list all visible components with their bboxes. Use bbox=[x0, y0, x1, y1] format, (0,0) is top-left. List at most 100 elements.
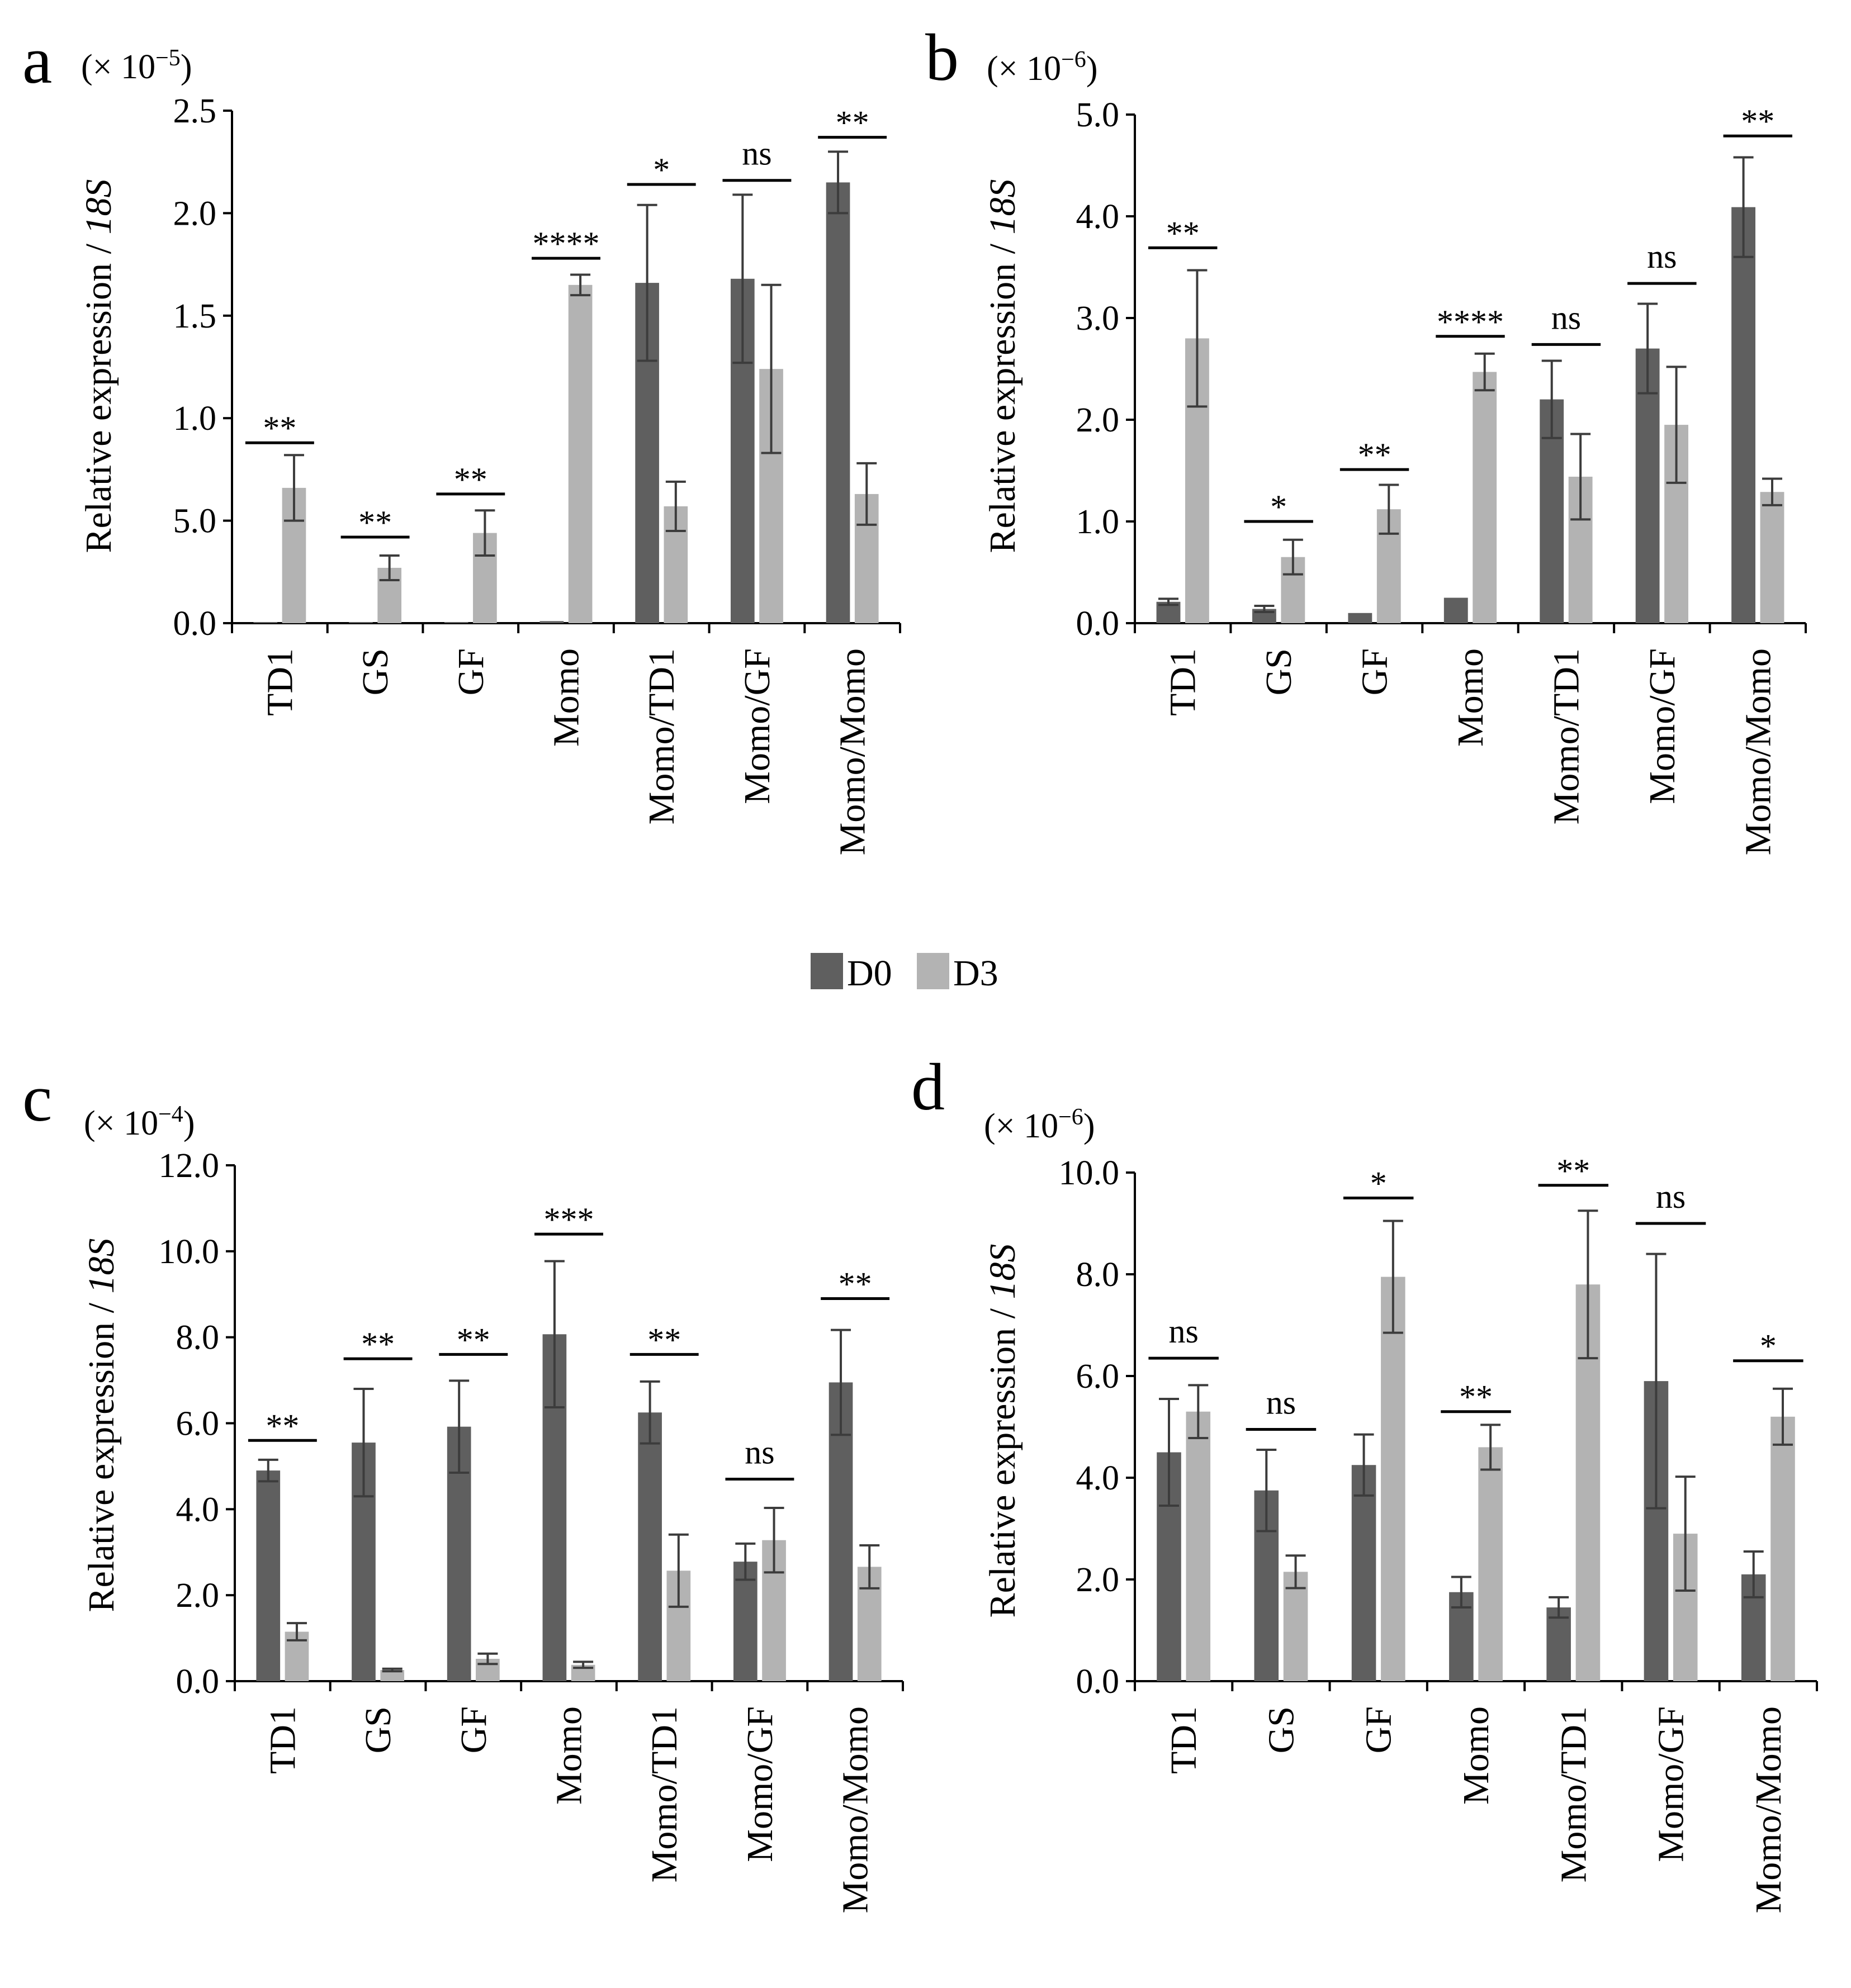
panel-b-significance-label: ** bbox=[1166, 215, 1200, 252]
panel-c-category-label: Momo/GF bbox=[740, 1706, 780, 1862]
panel-c-category-label: GF bbox=[453, 1706, 494, 1753]
panel-d-bar-d3 bbox=[1381, 1277, 1405, 1681]
panel-d-ylabel: Relative expression / 18S bbox=[982, 1244, 1023, 1617]
panel-c-y-tick-label: 12.0 bbox=[159, 1147, 220, 1185]
panel-b-bar-d3 bbox=[1473, 372, 1497, 623]
panel-c-significance-label: ** bbox=[266, 1407, 299, 1444]
panel-d-y-tick-label: 0.0 bbox=[1076, 1663, 1120, 1701]
panel-c-significance-label: ** bbox=[457, 1321, 490, 1358]
panel-d-plot: 0.0 2.0 4.0 6.0 8.0 10.0 TD1 ns GS ns GF * Momo ** Mom… bbox=[1059, 1152, 1818, 1913]
panel-c: c (× 10−4) Relative expression / 18S 0.0… bbox=[22, 1061, 904, 1913]
panel-d-scale-note: (× 10−6) bbox=[984, 1104, 1095, 1145]
panel-a-significance-label: * bbox=[653, 151, 670, 188]
panel-b-category-label: Momo/TD1 bbox=[1546, 648, 1587, 824]
panel-a-category-label: Momo/Momo bbox=[832, 648, 873, 855]
panel-b-bar-d0 bbox=[1731, 207, 1755, 623]
panel-c-category-label: Momo/Momo bbox=[835, 1706, 876, 1913]
panel-a-y-tick-label: 0.0 bbox=[173, 605, 217, 643]
panel-c-significance-label: ** bbox=[839, 1265, 872, 1302]
panel-b-y-tick-label: 1.0 bbox=[1076, 503, 1120, 541]
panel-b-significance-label: **** bbox=[1437, 303, 1504, 340]
panel-a-ylabel: Relative expression / 18S bbox=[78, 179, 119, 553]
panel-c-bar-d0 bbox=[256, 1470, 281, 1681]
legend-label-d0: D0 bbox=[847, 953, 892, 994]
panel-d-category-label: TD1 bbox=[1163, 1706, 1204, 1774]
panel-d-category-label: Momo/TD1 bbox=[1553, 1706, 1594, 1882]
panel-c-bar-d3 bbox=[380, 1670, 405, 1681]
panel-d-y-tick-label: 10.0 bbox=[1059, 1154, 1120, 1192]
panel-b-category-label: GS bbox=[1258, 648, 1299, 695]
panel-c-y-tick-label: 6.0 bbox=[176, 1405, 220, 1443]
panel-b-scale-note: (× 10−6) bbox=[987, 47, 1097, 88]
panel-c-significance-label: ** bbox=[647, 1321, 681, 1358]
panel-d-bar-d3 bbox=[1186, 1411, 1211, 1681]
panel-a-bar-d0 bbox=[826, 182, 850, 623]
panel-a-category-label: Momo bbox=[546, 648, 587, 747]
panel-d-significance-label: ** bbox=[1556, 1152, 1590, 1189]
panel-d-y-tick-label: 4.0 bbox=[1076, 1459, 1120, 1497]
panel-b-plot: 0.0 1.0 2.0 3.0 4.0 5.0 TD1 ** GS * GF ** Momo **** Mo… bbox=[1076, 96, 1807, 855]
panel-d-y-tick-label: 2.0 bbox=[1076, 1561, 1120, 1599]
panel-a-bar-d0 bbox=[349, 622, 373, 623]
panel-d-bar-d3 bbox=[1770, 1416, 1795, 1681]
panel-b-y-tick-label: 3.0 bbox=[1076, 300, 1120, 338]
panel-b-category-label: TD1 bbox=[1163, 648, 1204, 716]
panel-a-plot: 0.0 5.0 1.0 1.5 2.0 2.5 TD1 ** GS ** GF ** Momo **** M… bbox=[173, 92, 901, 855]
legend-swatch-d0 bbox=[811, 953, 843, 989]
panel-d: d (× 10−6) Relative expression / 18S 0.0… bbox=[911, 1050, 1818, 1913]
panel-a-category-label: GS bbox=[355, 648, 396, 695]
panel-a-significance-label: ** bbox=[263, 410, 296, 447]
panel-a-significance-label: ** bbox=[358, 504, 392, 541]
panel-b: b (× 10−6) Relative expression / 18S 0.0… bbox=[925, 20, 1807, 855]
panel-a-significance-label: ns bbox=[742, 135, 771, 172]
panel-b-significance-label: ns bbox=[1551, 299, 1581, 336]
panel-c-category-label: TD1 bbox=[262, 1706, 303, 1774]
panel-d-category-label: GF bbox=[1358, 1706, 1399, 1753]
panel-c-category-label: Momo/TD1 bbox=[644, 1706, 685, 1882]
panel-a-bar-d0 bbox=[444, 622, 468, 623]
panel-a-significance-label: ** bbox=[836, 105, 869, 141]
panel-a-category-label: TD1 bbox=[259, 648, 300, 716]
panel-c-significance-label: ** bbox=[361, 1326, 395, 1363]
panel-b-bar-d0 bbox=[1348, 613, 1372, 623]
panel-a-category-label: GF bbox=[451, 648, 491, 695]
panel-d-bar-d0 bbox=[1351, 1465, 1376, 1681]
panel-a-category-label: Momo/GF bbox=[737, 648, 778, 804]
panel-c-scale-note: (× 10−4) bbox=[84, 1102, 195, 1142]
panel-c-bar-d0 bbox=[638, 1412, 662, 1681]
legend-swatch-d3 bbox=[917, 953, 949, 989]
legend: D0 D3 bbox=[811, 953, 998, 994]
panel-b-y-tick-label: 4.0 bbox=[1076, 198, 1120, 236]
panel-a-y-tick-label: 1.0 bbox=[173, 400, 217, 438]
panel-c-significance-label: *** bbox=[544, 1201, 594, 1238]
panel-c-letter: c bbox=[22, 1061, 52, 1135]
panel-d-significance-label: * bbox=[1760, 1328, 1777, 1365]
panel-a-bar-d0 bbox=[253, 622, 278, 623]
panel-a-significance-label: ** bbox=[454, 461, 487, 498]
panel-d-significance-label: ns bbox=[1266, 1384, 1296, 1421]
panel-b-significance-label: ** bbox=[1358, 436, 1391, 473]
panel-b-significance-label: * bbox=[1270, 488, 1287, 525]
panel-b-category-label: Momo/GF bbox=[1642, 648, 1683, 804]
panel-b-category-label: Momo bbox=[1450, 648, 1491, 747]
panel-c-y-tick-label: 0.0 bbox=[176, 1663, 220, 1701]
panel-d-significance-label: * bbox=[1370, 1165, 1387, 1202]
panel-a-y-tick-label: 2.0 bbox=[173, 194, 217, 233]
panel-b-category-label: Momo/Momo bbox=[1738, 648, 1778, 855]
panel-c-y-tick-label: 2.0 bbox=[176, 1577, 220, 1615]
panel-a-y-tick-label: 5.0 bbox=[173, 502, 217, 540]
panel-d-letter: d bbox=[911, 1050, 945, 1124]
panel-a-y-tick-label: 2.5 bbox=[173, 92, 217, 130]
panel-d-category-label: Momo/Momo bbox=[1748, 1706, 1789, 1913]
panel-b-significance-label: ns bbox=[1647, 238, 1677, 275]
panel-d-bar-d3 bbox=[1478, 1447, 1503, 1681]
panel-b-significance-label: ** bbox=[1741, 103, 1774, 140]
panel-a-significance-label: **** bbox=[533, 225, 600, 262]
panel-d-bar-d0 bbox=[1546, 1607, 1571, 1681]
panel-c-y-tick-label: 4.0 bbox=[176, 1491, 220, 1529]
panel-c-bar-d0 bbox=[733, 1562, 758, 1681]
panel-c-category-label: Momo bbox=[549, 1706, 590, 1805]
panel-d-bar-d3 bbox=[1283, 1572, 1308, 1681]
panel-a-bar-d0 bbox=[539, 621, 564, 623]
